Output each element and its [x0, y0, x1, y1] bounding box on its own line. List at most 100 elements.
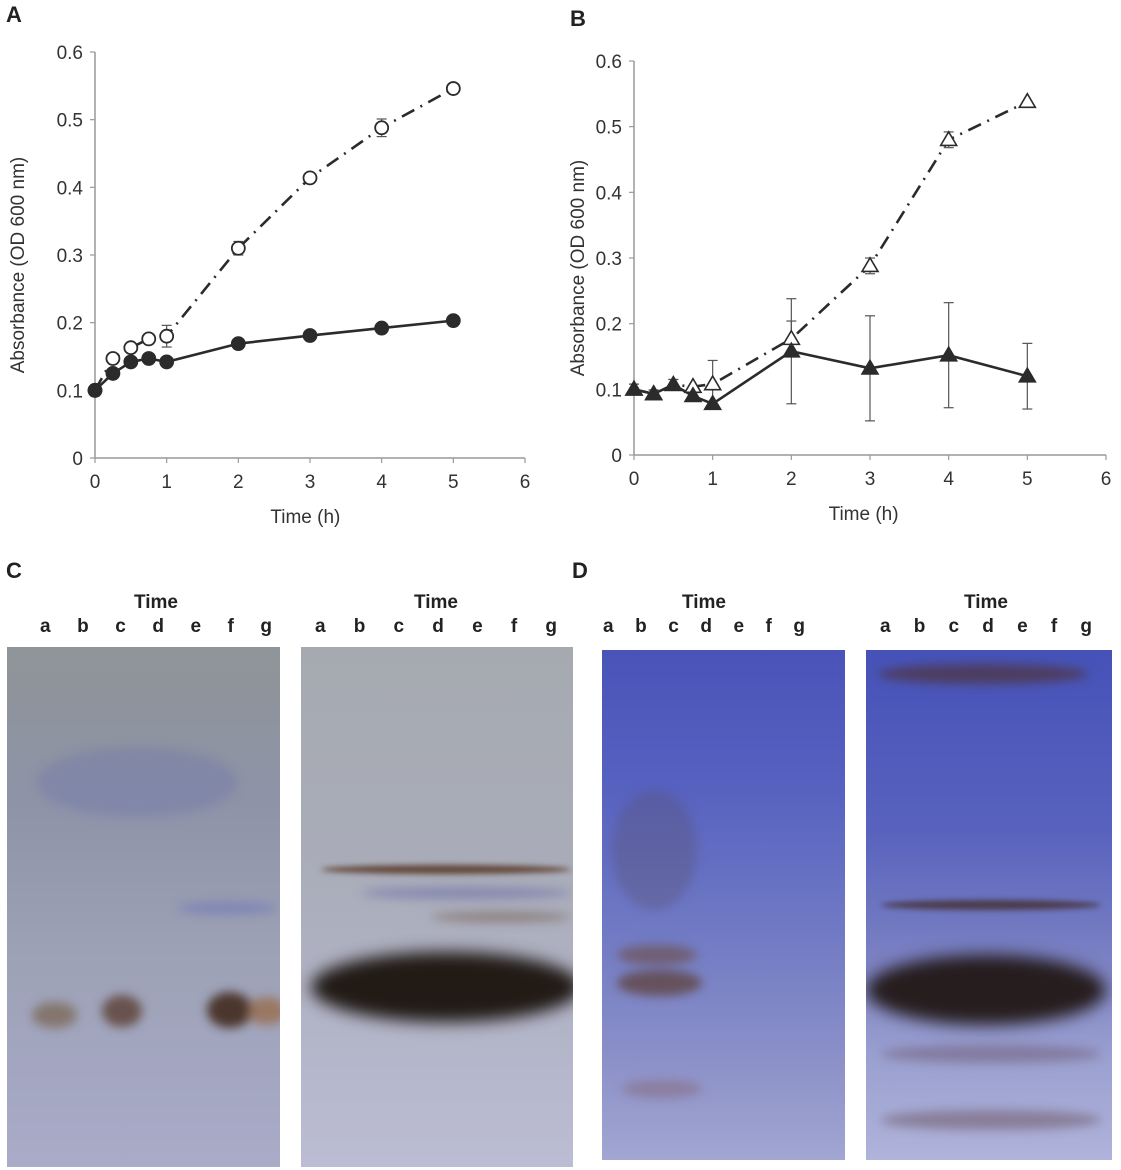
open-triangle-marker — [860, 256, 880, 273]
open-triangle-marker — [939, 130, 959, 147]
lane-label: a — [880, 616, 891, 637]
filled-circle-marker — [230, 336, 246, 352]
x-axis-label: Time (h) — [829, 504, 899, 525]
open-circle-marker — [230, 240, 246, 256]
x-tick-label: 1 — [161, 472, 172, 493]
y-tick-label: 0.4 — [57, 178, 84, 199]
gel-d1-lanes: a b c d e f g — [603, 616, 805, 638]
gel-c1-title: Time — [133, 592, 178, 613]
gel-c2-lanes: a b c d e f g — [315, 616, 557, 638]
lane-label: a — [315, 616, 326, 637]
lane-label: c — [668, 616, 679, 637]
lane-label: f — [510, 616, 518, 637]
lane-label: e — [472, 616, 483, 637]
x-tick-label: 3 — [305, 472, 316, 493]
lane-label: g — [260, 616, 272, 637]
y-tick-label: 0.2 — [57, 314, 83, 335]
gel-c1-header: Time a b c d e f g — [40, 592, 272, 638]
y-axis-label: Absorbance (OD 600 nm) — [8, 157, 29, 374]
gel-image-c2 — [301, 647, 573, 1167]
lane-label: b — [913, 616, 926, 637]
gel-d1-title: Time — [681, 592, 726, 613]
lane-label: b — [353, 616, 366, 637]
gel-d1-header: Time a b c d e f g — [603, 592, 805, 638]
lane-label: g — [545, 616, 557, 637]
gel-band — [881, 900, 1101, 910]
gel-band — [207, 992, 252, 1028]
gel-d2-title: Time — [963, 592, 1008, 613]
lane-label: g — [793, 616, 805, 637]
open-circle-marker — [302, 170, 318, 186]
gel-band — [881, 1045, 1101, 1063]
y-tick-label: 0 — [611, 446, 622, 467]
panel-label-a: A — [6, 2, 22, 27]
y-tick-label: 0.6 — [57, 43, 83, 64]
filled-circle-marker — [374, 320, 390, 336]
lane-label: e — [733, 616, 745, 637]
gel-d2-lanes: a b c d e f g — [880, 616, 1092, 638]
lane-label: d — [700, 616, 712, 637]
chart-b: 0 0.1 0.2 0.3 0.4 0.5 0.6 0 1 2 3 4 5 6 Time (h) Absorb… — [568, 52, 1111, 525]
gel-band — [321, 865, 571, 874]
lane-label: b — [635, 616, 647, 637]
gel-band — [617, 970, 702, 996]
y-tick-label: 0.2 — [596, 315, 622, 336]
lane-label: a — [603, 616, 614, 637]
filled-triangle-marker — [703, 394, 723, 411]
y-tick-label: 0.1 — [596, 380, 622, 401]
x-tick-label: 2 — [233, 472, 244, 493]
filled-circle-marker — [302, 328, 318, 343]
gel-band — [617, 945, 697, 965]
gel-image-d2 — [866, 650, 1112, 1160]
x-tick-label: 2 — [786, 469, 797, 490]
y-tick-label: 0.1 — [57, 381, 83, 402]
gel-image-c1 — [7, 647, 280, 1167]
gel-band — [881, 1110, 1101, 1130]
open-circle-marker — [105, 351, 121, 366]
x-tick-label: 4 — [376, 472, 387, 493]
open-circle-marker — [374, 120, 390, 136]
gel-band — [866, 955, 1106, 1025]
open-circle-marker — [123, 340, 139, 356]
x-tick-label: 1 — [707, 469, 718, 490]
filled-circle-marker — [105, 366, 121, 381]
lane-label: e — [1017, 616, 1028, 637]
open-triangle-marker — [703, 374, 723, 391]
y-tick-label: 0.4 — [596, 183, 623, 204]
gel-d2-header: Time a b c d e f g — [880, 592, 1092, 638]
open-circle-marker — [445, 81, 461, 96]
lane-label: f — [765, 616, 772, 637]
filled-circle-marker — [123, 354, 139, 370]
lane-label: d — [432, 616, 444, 637]
gel-band — [612, 790, 697, 910]
filled-circle-marker — [141, 351, 157, 366]
x-tick-label: 5 — [1022, 469, 1033, 490]
panel-label-c: C — [6, 558, 22, 583]
open-triangle-marker — [1017, 92, 1037, 109]
gel-band — [102, 995, 142, 1027]
lane-label: f — [1050, 616, 1058, 637]
gel-band — [32, 1002, 77, 1028]
y-tick-label: 0.5 — [596, 118, 622, 139]
filled-triangle-marker — [1017, 366, 1037, 383]
x-tick-label: 5 — [448, 472, 459, 493]
filled-circle-marker — [445, 313, 461, 329]
gel-band — [431, 912, 571, 922]
gel-band — [177, 902, 277, 914]
x-tick-label: 0 — [629, 469, 640, 490]
filled-circle-marker — [87, 382, 103, 398]
lane-label: c — [115, 616, 126, 637]
gel-image-d1 — [602, 650, 845, 1160]
lane-label: f — [227, 616, 234, 637]
x-tick-label: 3 — [865, 469, 876, 490]
gel-band — [622, 1080, 702, 1098]
gel-c2-title: Time — [413, 592, 458, 613]
x-tick-label: 0 — [90, 472, 101, 493]
lane-label: g — [1080, 616, 1092, 637]
y-axis-label: Absorbance (OD 600 nm) — [568, 160, 589, 377]
lane-label: c — [393, 616, 405, 637]
x-axis-label: Time (h) — [270, 507, 340, 528]
filled-triangle-marker — [663, 375, 683, 392]
y-tick-label: 0.5 — [57, 111, 83, 132]
y-tick-label: 0.6 — [596, 52, 622, 73]
